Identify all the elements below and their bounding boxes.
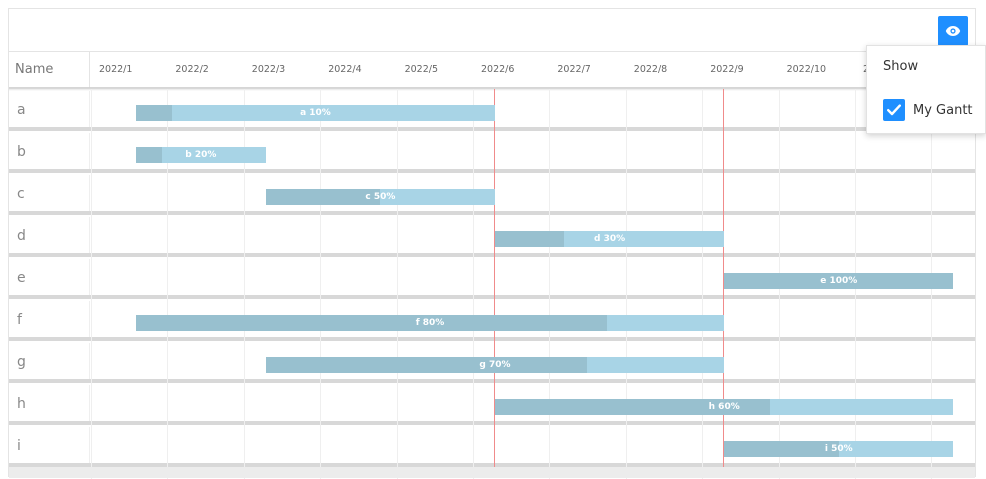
month-label: 2022/2	[175, 64, 209, 75]
task-progress-fill	[135, 315, 607, 331]
month-gridline	[396, 89, 398, 479]
task-bar-label: h 60%	[708, 402, 740, 412]
task-name: b	[9, 133, 90, 169]
task-bar-label: i 50%	[824, 444, 853, 454]
task-bar-label: c 50%	[365, 192, 396, 202]
my-gantt-checkbox[interactable]	[883, 99, 905, 121]
month-label: 2022/6	[481, 64, 515, 75]
task-progress-fill	[135, 105, 172, 121]
toolbar	[9, 9, 975, 51]
scroll-shade	[9, 467, 975, 478]
month-label: 2022/3	[251, 64, 286, 75]
task-name: i	[9, 427, 90, 463]
task-bar-label: d 30%	[594, 234, 626, 244]
timeline-header: Name 2022/1 2022/2 2022/3 2022/4 2022/5 2022/…	[9, 51, 975, 89]
task-name: c	[9, 175, 90, 211]
gantt-row: d	[9, 217, 975, 257]
task-name: d	[9, 217, 90, 253]
task-bar[interactable]: a 10%	[135, 105, 495, 121]
task-bar[interactable]: g 70%	[265, 357, 725, 373]
check-icon	[887, 104, 901, 116]
task-bar-label: e 100%	[820, 276, 858, 286]
gantt-panel: Name 2022/1 2022/2 2022/3 2022/4 2022/5 2022/…	[8, 8, 976, 479]
month-gridline	[91, 89, 92, 479]
month-label: 2022/7	[557, 64, 591, 75]
task-progress-fill	[724, 273, 954, 289]
month-gridline	[167, 89, 169, 479]
task-name: e	[9, 259, 90, 295]
task-bar[interactable]: d 30%	[495, 231, 725, 247]
header-shadow	[9, 87, 975, 91]
visibility-toggle-button[interactable]	[938, 16, 968, 46]
task-bar[interactable]: b 20%	[135, 147, 266, 163]
month-label: 2022/1	[99, 64, 133, 75]
month-label: 2022/10	[786, 64, 827, 75]
option-my-gantt[interactable]: My Gantt	[883, 98, 973, 122]
option-label: My Gantt	[913, 102, 973, 118]
popup-title: Show	[883, 59, 919, 74]
eye-icon	[945, 26, 961, 36]
task-name: f	[9, 301, 90, 337]
task-bar[interactable]: c 50%	[265, 189, 495, 205]
task-name: a	[9, 91, 90, 127]
month-gridline	[473, 89, 474, 479]
month-label: 2022/5	[404, 64, 439, 75]
task-progress-fill	[265, 357, 587, 373]
month-gridline	[320, 89, 322, 479]
task-bar-label: a 10%	[300, 108, 331, 118]
task-bar-label: g 70%	[479, 360, 511, 370]
show-popup: Show My Gantt	[866, 45, 986, 134]
task-bar-label: f 80%	[415, 318, 445, 328]
task-bar[interactable]: f 80%	[135, 315, 725, 331]
name-column-header: Name	[9, 52, 90, 88]
task-bar[interactable]: i 50%	[724, 441, 954, 457]
month-label: 2022/4	[328, 64, 362, 75]
reference-line	[723, 89, 725, 474]
task-progress-fill	[724, 441, 839, 457]
task-bar-label: b 20%	[185, 150, 217, 160]
month-label: 2022/9	[710, 64, 744, 75]
month-label: 2022/8	[633, 64, 668, 75]
task-bar[interactable]: e 100%	[724, 273, 954, 289]
reference-line	[494, 89, 495, 474]
task-name: g	[9, 343, 90, 379]
task-bar[interactable]: h 60%	[495, 399, 954, 415]
task-name: h	[9, 385, 90, 421]
month-gridline	[625, 89, 627, 479]
task-progress-fill	[265, 189, 381, 205]
task-progress-fill	[135, 147, 162, 163]
month-gridline	[702, 89, 704, 479]
task-progress-fill	[495, 231, 564, 247]
task-progress-fill	[495, 399, 771, 415]
month-gridline	[243, 89, 245, 479]
month-gridline	[549, 89, 551, 479]
